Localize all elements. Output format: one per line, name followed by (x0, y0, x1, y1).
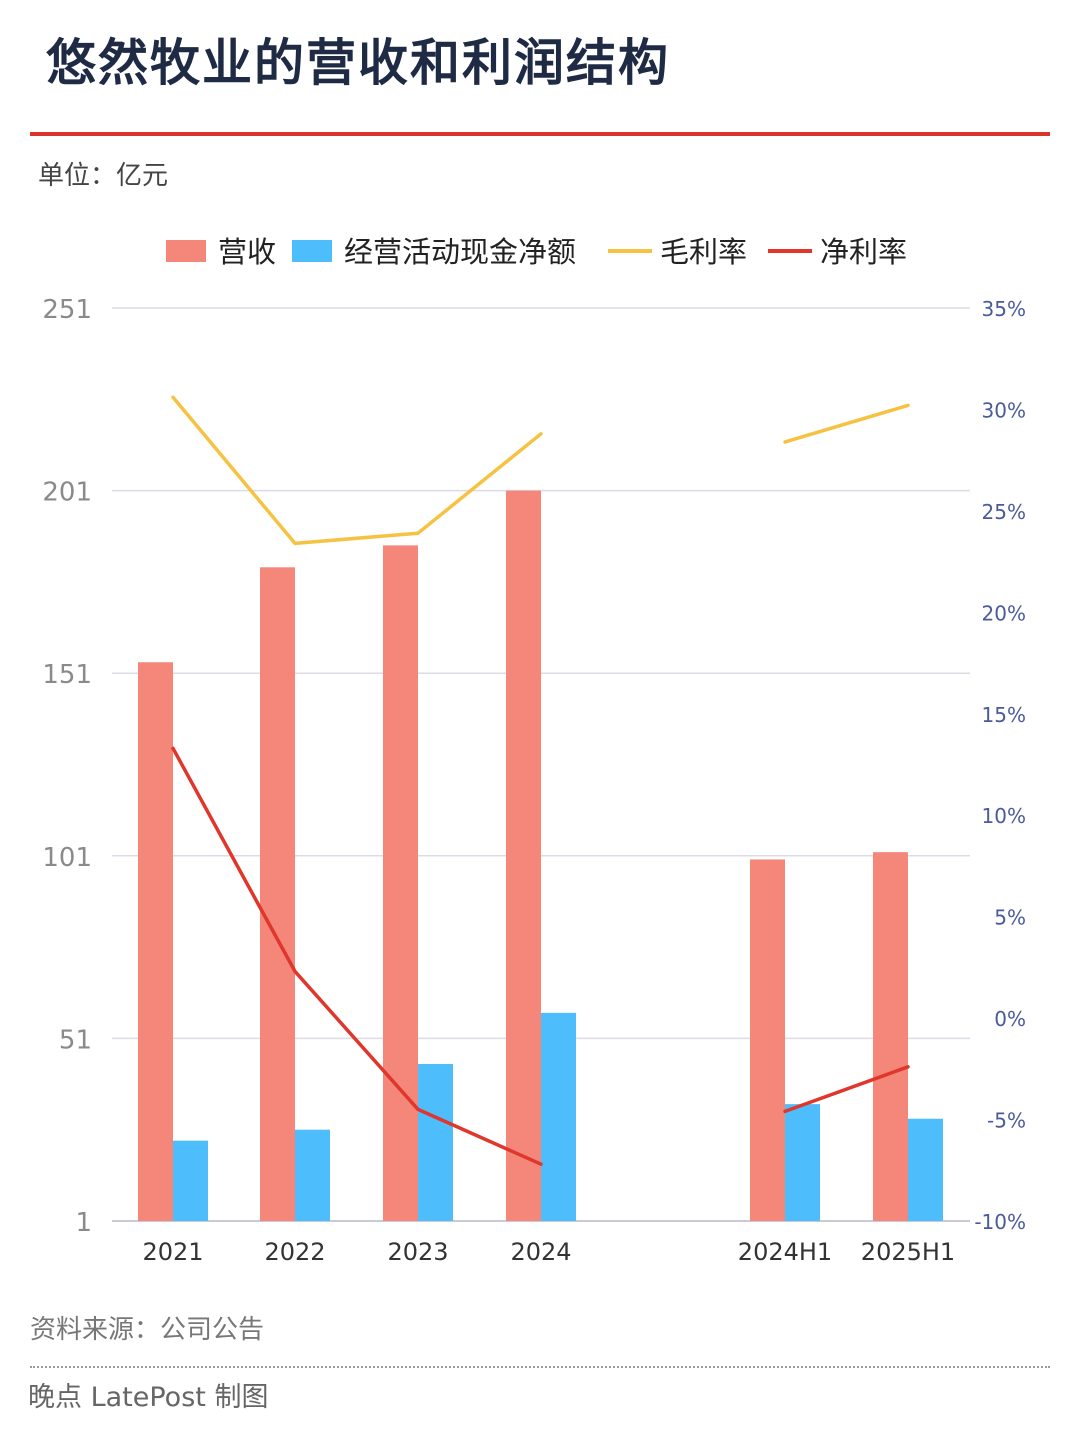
right-axis-tick-label: 5% (994, 906, 1026, 930)
left-axis-tick-label: 1 (75, 1208, 92, 1238)
credit-note: 晚点 LatePost 制图 (28, 1382, 269, 1413)
source-note: 资料来源：公司公告 (30, 1315, 265, 1345)
page-title: 悠然牧业的营收和利润结构 (46, 34, 670, 92)
x-axis-tick-label: 2023 (387, 1238, 448, 1266)
net-margin-line (171, 746, 543, 1166)
net-margin-line (783, 1065, 910, 1114)
gross-margin-line (783, 403, 910, 444)
right-axis-tick-label: 0% (994, 1007, 1026, 1031)
left-axis-tick-label: 251 (42, 295, 92, 325)
right-axis-tick-label: 30% (982, 398, 1026, 422)
right-axis-tick-label: 10% (982, 804, 1026, 828)
gross-margin-line (171, 395, 543, 546)
legend-revenue-label: 营收 (218, 235, 276, 269)
legend-net-margin-label: 净利率 (820, 235, 907, 269)
x-axis-tick-label: 2024 (510, 1238, 571, 1266)
bar-cashflow (785, 1104, 820, 1221)
bar-cashflow (908, 1118, 943, 1221)
bars (138, 490, 943, 1222)
left-axis-tick-label: 201 (42, 478, 92, 508)
right-axis-tick-label: -10% (974, 1210, 1026, 1234)
legend-revenue-swatch (166, 240, 206, 262)
left-axis-tick-label: 101 (42, 843, 92, 873)
right-axis-tick-label: -5% (987, 1109, 1026, 1133)
footer-divider (30, 1366, 1050, 1368)
left-axis-tick-label: 51 (59, 1025, 92, 1055)
x-axis-tick-label: 2022 (264, 1238, 325, 1266)
x-axis-tick-label: 2024H1 (738, 1238, 832, 1266)
bar-cashflow (541, 1012, 576, 1221)
bar-revenue (750, 859, 785, 1221)
bar-revenue (383, 545, 418, 1221)
x-axis-tick-label: 2021 (142, 1238, 203, 1266)
left-axis-tick-label: 151 (42, 660, 92, 690)
legend-cashflow-label: 经营活动现金净额 (344, 235, 576, 269)
bar-cashflow (418, 1063, 453, 1221)
unit-note: 单位：亿元 (38, 161, 169, 191)
bar-revenue (873, 852, 908, 1221)
title-divider (30, 132, 1050, 136)
legend: 营收 经营活动现金净额 毛利率 净利率 (166, 235, 907, 269)
bar-revenue (506, 490, 541, 1222)
revenue-profit-chart: 251 201 151 101 51 1 35% 30% 25% 20% 15% 10% 5% 0% -5… (42, 235, 1026, 1266)
bar-revenue (138, 662, 173, 1221)
lines (171, 395, 910, 1166)
x-axis-tick-label: 2025H1 (861, 1238, 955, 1266)
right-axis-tick-label: 25% (982, 500, 1026, 524)
x-axis-ticks: 2021 2022 2023 2024 2024H1 2025H1 (142, 1238, 955, 1266)
right-axis-ticks: 35% 30% 25% 20% 15% 10% 5% 0% -5% -10% (974, 297, 1026, 1234)
bar-cashflow (295, 1129, 330, 1221)
left-axis-ticks: 251 201 151 101 51 1 (42, 295, 92, 1238)
right-axis-tick-label: 35% (982, 297, 1026, 321)
legend-cashflow-swatch (292, 240, 332, 262)
right-axis-tick-label: 15% (982, 703, 1026, 727)
bar-revenue (260, 567, 295, 1221)
legend-gross-margin-label: 毛利率 (660, 235, 747, 269)
bar-cashflow (173, 1140, 208, 1221)
right-axis-tick-label: 20% (982, 601, 1026, 625)
